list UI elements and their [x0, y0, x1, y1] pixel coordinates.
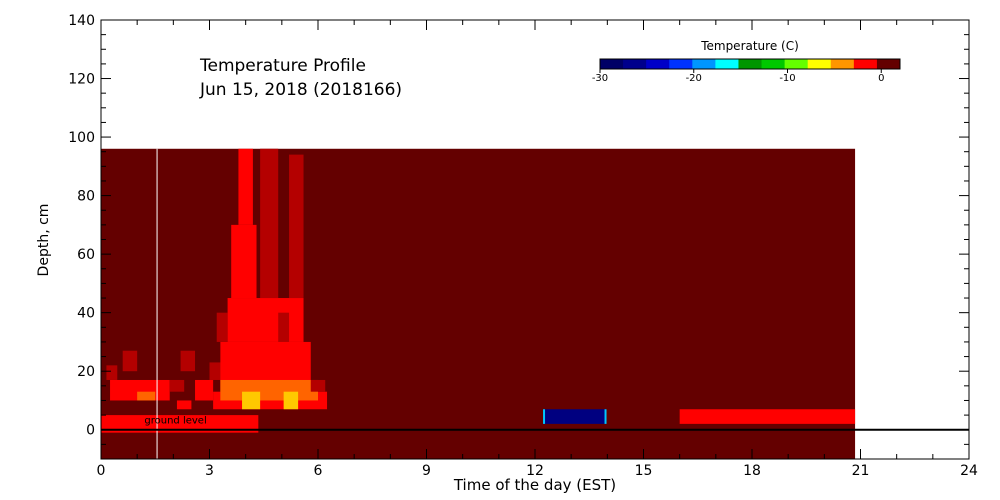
heatmap-cell	[122, 350, 138, 372]
x-tick-label: 24	[960, 463, 978, 479]
heatmap-cell	[227, 298, 304, 342]
colorbar-label: Temperature (C)	[700, 39, 799, 53]
y-tick-label: 100	[68, 130, 95, 146]
y-tick-label: 0	[86, 423, 95, 439]
heatmap-cell	[176, 400, 192, 410]
x-tick-label: 21	[852, 463, 870, 479]
colorbar-swatch	[876, 59, 901, 69]
colorbar-swatch	[623, 59, 647, 69]
y-tick-label: 60	[77, 247, 95, 263]
colorbar-swatch	[853, 59, 878, 69]
heatmap-cell	[242, 391, 261, 410]
colorbar-tick-label: -20	[686, 73, 702, 84]
heatmap-cell	[195, 379, 214, 401]
colorbar-swatch	[669, 59, 693, 69]
heatmap-cell	[209, 362, 224, 380]
heatmap-cell	[310, 379, 326, 392]
colorbar-tick-label: 0	[878, 73, 884, 84]
colorbar-swatch	[738, 59, 763, 69]
y-tick-label: 80	[77, 189, 95, 205]
x-tick-label: 0	[97, 463, 106, 479]
heatmap-cell	[101, 415, 259, 433]
heatmap-cell	[106, 365, 118, 380]
chart-title-line2: Jun 15, 2018 (2018166)	[199, 80, 402, 100]
heatmap-cell	[180, 350, 196, 372]
heatmap-cell	[260, 148, 279, 299]
x-tick-label: 3	[205, 463, 214, 479]
x-tick-label: 9	[422, 463, 431, 479]
colorbar-frame	[599, 58, 901, 70]
y-tick-label: 140	[68, 13, 95, 29]
heatmap-cell	[283, 391, 299, 410]
colorbar-swatch	[692, 59, 716, 69]
y-tick-label: 40	[77, 306, 95, 322]
heatmap-cell	[238, 148, 253, 225]
y-tick-label: 120	[68, 72, 95, 88]
heatmap-cell	[169, 379, 185, 392]
colorbar-swatch	[761, 59, 786, 69]
colorbar-swatch	[830, 59, 855, 69]
chart-title-line1: Temperature Profile	[199, 56, 366, 76]
colorbar: Temperature (C) -30 -20 -10 0	[592, 39, 901, 84]
y-tick-label: 20	[77, 364, 95, 380]
heatmap-cell	[544, 409, 606, 424]
colorbar-swatch	[600, 59, 624, 69]
x-axis-label: Time of the day (EST)	[453, 476, 616, 494]
y-axis-label: Depth, cm	[36, 204, 52, 277]
ground-level-label: ground level	[144, 416, 206, 427]
colorbar-tick-label: -30	[592, 73, 608, 84]
x-tick-label: 15	[635, 463, 653, 479]
x-tick-label: 12	[526, 463, 544, 479]
colorbar-swatch	[784, 59, 809, 69]
heatmap-cell	[137, 391, 156, 401]
heatmap-cell	[231, 224, 257, 299]
axis-ticks: 0 3 6 9 12 15 18 21 24 0 20 40 60 80 100 120 140	[68, 13, 978, 479]
colorbar-swatch	[646, 59, 670, 69]
colorbar-tick-label: -10	[779, 73, 795, 84]
heatmap-cell	[216, 312, 228, 342]
heatmap-cell	[679, 409, 856, 424]
colorbar-swatches	[599, 58, 901, 70]
heatmap-cell	[289, 154, 304, 299]
colorbar-ticks: -30 -20 -10 0	[592, 69, 884, 84]
x-tick-label: 18	[743, 463, 761, 479]
colorbar-swatch	[807, 59, 832, 69]
x-tick-label: 6	[314, 463, 323, 479]
heatmap-cell	[278, 312, 290, 342]
heatmap-layer	[101, 148, 856, 460]
heatmap-cell	[220, 379, 318, 401]
colorbar-swatch	[715, 59, 739, 69]
